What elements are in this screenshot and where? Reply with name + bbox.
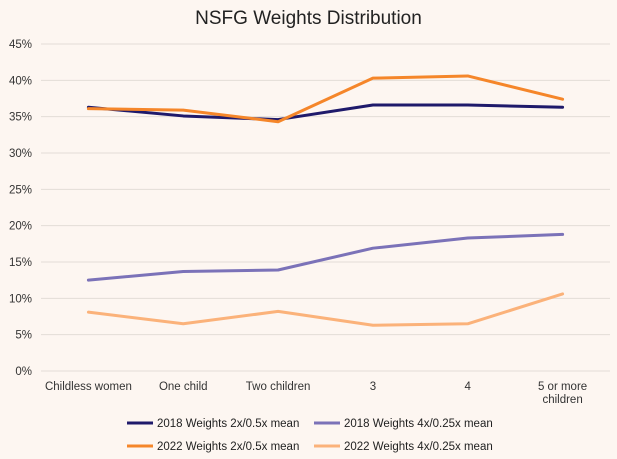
y-tick-label: 35% (9, 112, 32, 124)
data-point (276, 310, 280, 313)
data-point (87, 310, 90, 314)
x-tick-label: 3 (370, 381, 376, 393)
y-tick-label: 10% (9, 293, 32, 305)
legend-label: 2022 Weights 2x/0.5x mean (157, 441, 299, 453)
y-tick-label: 30% (9, 148, 32, 160)
data-point (182, 114, 185, 118)
legend-item: 2022 Weights 2x/0.5x mean (127, 441, 299, 453)
data-point (561, 233, 564, 236)
legend-label: 2022 Weights 4x/0.25x mean (344, 441, 493, 453)
data-point (371, 246, 375, 250)
data-point (561, 106, 564, 109)
chart-title: NSFG Weights Distribution (195, 8, 422, 29)
data-point (276, 268, 280, 272)
data-point (87, 278, 90, 282)
x-axis-ticks: Childless women One child Two children 3 4 5 … (45, 381, 587, 406)
data-point (466, 74, 469, 78)
data-point (182, 322, 185, 325)
x-tick-label: One child (159, 381, 208, 393)
y-tick-label: 5% (15, 330, 32, 342)
legend-item: 2018 Weights 4x/0.25x mean (314, 418, 493, 430)
data-point (276, 120, 280, 123)
y-axis-ticks: 0% 5% 10% 15% 20% 25% 30% 35% 40% 45% (9, 39, 32, 378)
series-line (86, 103, 565, 122)
data-point (466, 236, 469, 240)
legend-item: 2022 Weights 4x/0.25x mean (314, 441, 493, 453)
y-tick-label: 45% (9, 39, 32, 51)
y-tick-label: 0% (15, 366, 32, 378)
data-point (371, 324, 375, 327)
series-3 (86, 292, 565, 327)
series-0 (86, 103, 565, 122)
data-point (561, 292, 564, 296)
series-lines (86, 74, 565, 327)
data-point (371, 76, 375, 80)
series-line (86, 232, 565, 282)
y-tick-label: 40% (9, 75, 32, 87)
y-tick-label: 25% (9, 184, 32, 196)
data-point (466, 103, 469, 107)
y-tick-label: 20% (9, 221, 32, 233)
series-line (86, 292, 565, 327)
x-tick-label: Childless women (45, 381, 132, 393)
series-2 (86, 74, 565, 124)
legend-label: 2018 Weights 4x/0.25x mean (344, 418, 493, 430)
data-point (466, 322, 469, 325)
x-tick-label: Two children (246, 381, 311, 393)
legend-item: 2018 Weights 2x/0.5x mean (127, 418, 299, 430)
legend: 2018 Weights 2x/0.5x mean 2018 Weights 4x… (127, 418, 493, 453)
x-tick-label: 4 (465, 381, 472, 393)
legend-label: 2018 Weights 2x/0.5x mean (157, 418, 299, 430)
y-tick-label: 15% (9, 257, 32, 269)
data-point (87, 107, 90, 110)
data-point (182, 270, 185, 273)
series-line (86, 74, 565, 124)
data-point (371, 103, 375, 107)
gridlines (41, 43, 610, 372)
series-1 (86, 232, 565, 282)
x-tick-label: 5 or more children (538, 381, 587, 406)
data-point (561, 98, 564, 101)
data-point (182, 108, 185, 112)
